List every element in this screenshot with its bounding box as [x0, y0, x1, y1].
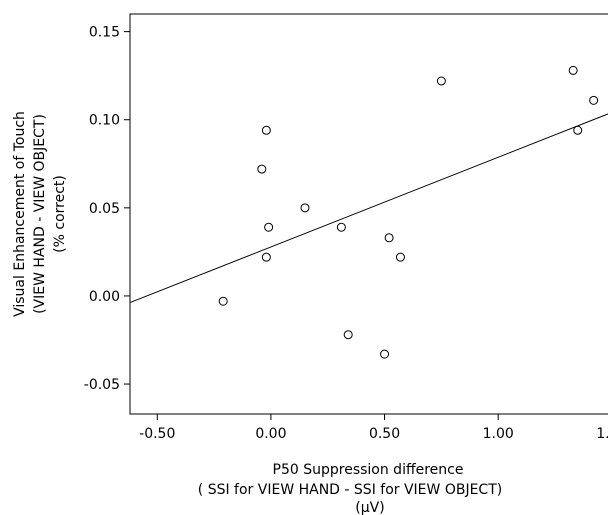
y-tick-label: -0.05: [84, 377, 120, 393]
data-point: [380, 349, 390, 359]
x-axis-title-line-2: ( SSI for VIEW HAND - SSI for VIEW OBJEC…: [198, 482, 502, 498]
data-point: [261, 125, 271, 135]
data-point: [300, 203, 310, 213]
data-point: [218, 296, 228, 306]
x-tick-label: 0.50: [369, 426, 400, 442]
x-tick-label: 1.00: [483, 426, 514, 442]
x-tick-label: -0.50: [139, 426, 175, 442]
regression-line: [129, 113, 608, 304]
y-axis-title-line-3: (% correct): [52, 175, 68, 253]
data-point: [589, 95, 599, 105]
y-axis-title-line-2: (VIEW HAND - VIEW OBJECT): [32, 114, 48, 314]
data-point: [264, 222, 274, 232]
data-point: [336, 222, 346, 232]
x-tick-label: 1.50: [596, 426, 608, 442]
y-axis-title-line-1: Visual Enhancement of Touch: [12, 111, 28, 317]
x-axis-ticks: -0.50 0.00 0.50 1.00 1.50: [139, 414, 608, 442]
y-axis-ticks: -0.05 0.00 0.05 0.10 0.15: [84, 25, 130, 393]
x-axis-title-line-1: P50 Suppression difference: [273, 462, 464, 478]
x-tick-label: 0.00: [255, 426, 286, 442]
y-tick-label: 0.00: [89, 289, 120, 305]
data-point: [573, 125, 583, 135]
data-point: [384, 233, 394, 243]
x-axis-title-line-3: (μV): [355, 500, 384, 515]
y-tick-label: 0.15: [89, 25, 120, 41]
data-point: [257, 164, 267, 174]
y-tick-label: 0.05: [89, 201, 120, 217]
y-tick-label: 0.10: [89, 113, 120, 129]
data-point: [436, 76, 446, 86]
data-point: [261, 252, 271, 262]
data-point: [343, 330, 353, 340]
data-point: [395, 252, 405, 262]
data-point: [568, 65, 578, 75]
plot-frame: [129, 13, 608, 415]
data-points: [218, 65, 599, 359]
